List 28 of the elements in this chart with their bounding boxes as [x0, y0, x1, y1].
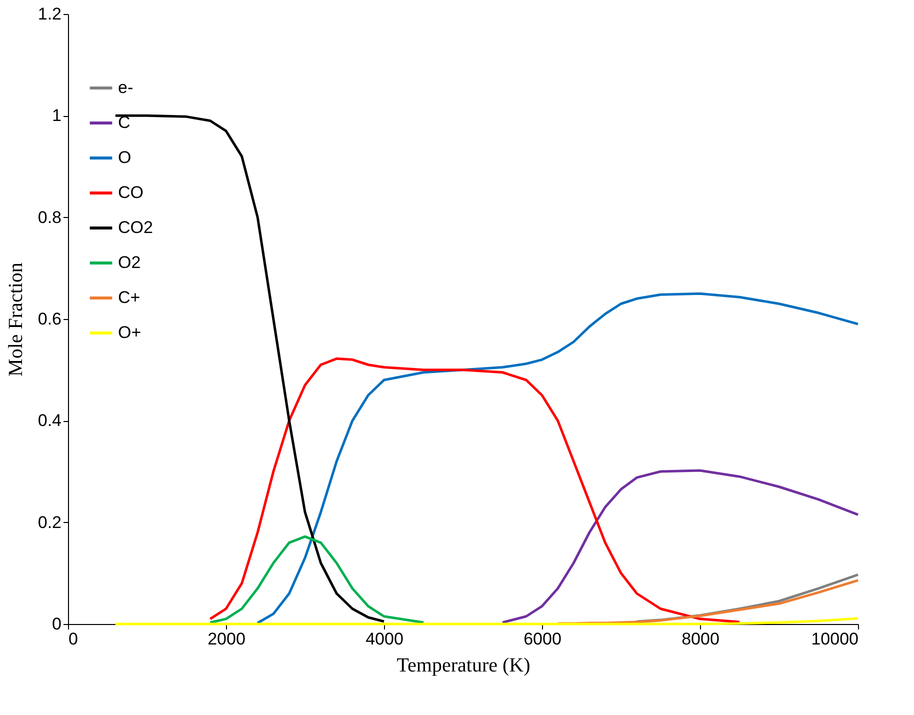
- y-tick-label: 0.2: [38, 512, 62, 532]
- legend-label: O2: [118, 253, 141, 272]
- y-axis-title: Mole Fraction: [4, 262, 27, 376]
- x-tick-label: 0: [68, 630, 78, 648]
- y-tick-label: 0.6: [38, 310, 62, 328]
- legend-label: O+: [118, 323, 142, 342]
- legend-label: CO2: [118, 218, 153, 237]
- line-series: [114, 114, 386, 623]
- x-axis-title: Temperature (K): [396, 654, 530, 676]
- line-series: [208, 357, 741, 624]
- x-tick-label: 8000: [682, 630, 720, 648]
- legend-label: C: [118, 113, 130, 132]
- legend-label: e-: [118, 78, 134, 97]
- x-tick-label: 4000: [366, 630, 404, 648]
- y-tick-label: 1.2: [38, 4, 62, 24]
- x-tick-label: 10000: [811, 630, 858, 648]
- x-tick-label: 2000: [208, 630, 246, 648]
- y-tick-label: 0.4: [38, 411, 62, 430]
- line-series: [208, 535, 425, 624]
- legend-label: C+: [118, 288, 140, 307]
- x-tick-label: 6000: [524, 630, 562, 648]
- legend-label: CO: [118, 183, 144, 202]
- legend-label: O: [118, 148, 132, 167]
- line-series: [501, 469, 860, 624]
- y-tick-label: 1: [52, 106, 62, 126]
- y-tick-label: 0.8: [38, 208, 62, 227]
- line-series: [256, 292, 860, 624]
- y-tick-label: 0: [52, 614, 62, 634]
